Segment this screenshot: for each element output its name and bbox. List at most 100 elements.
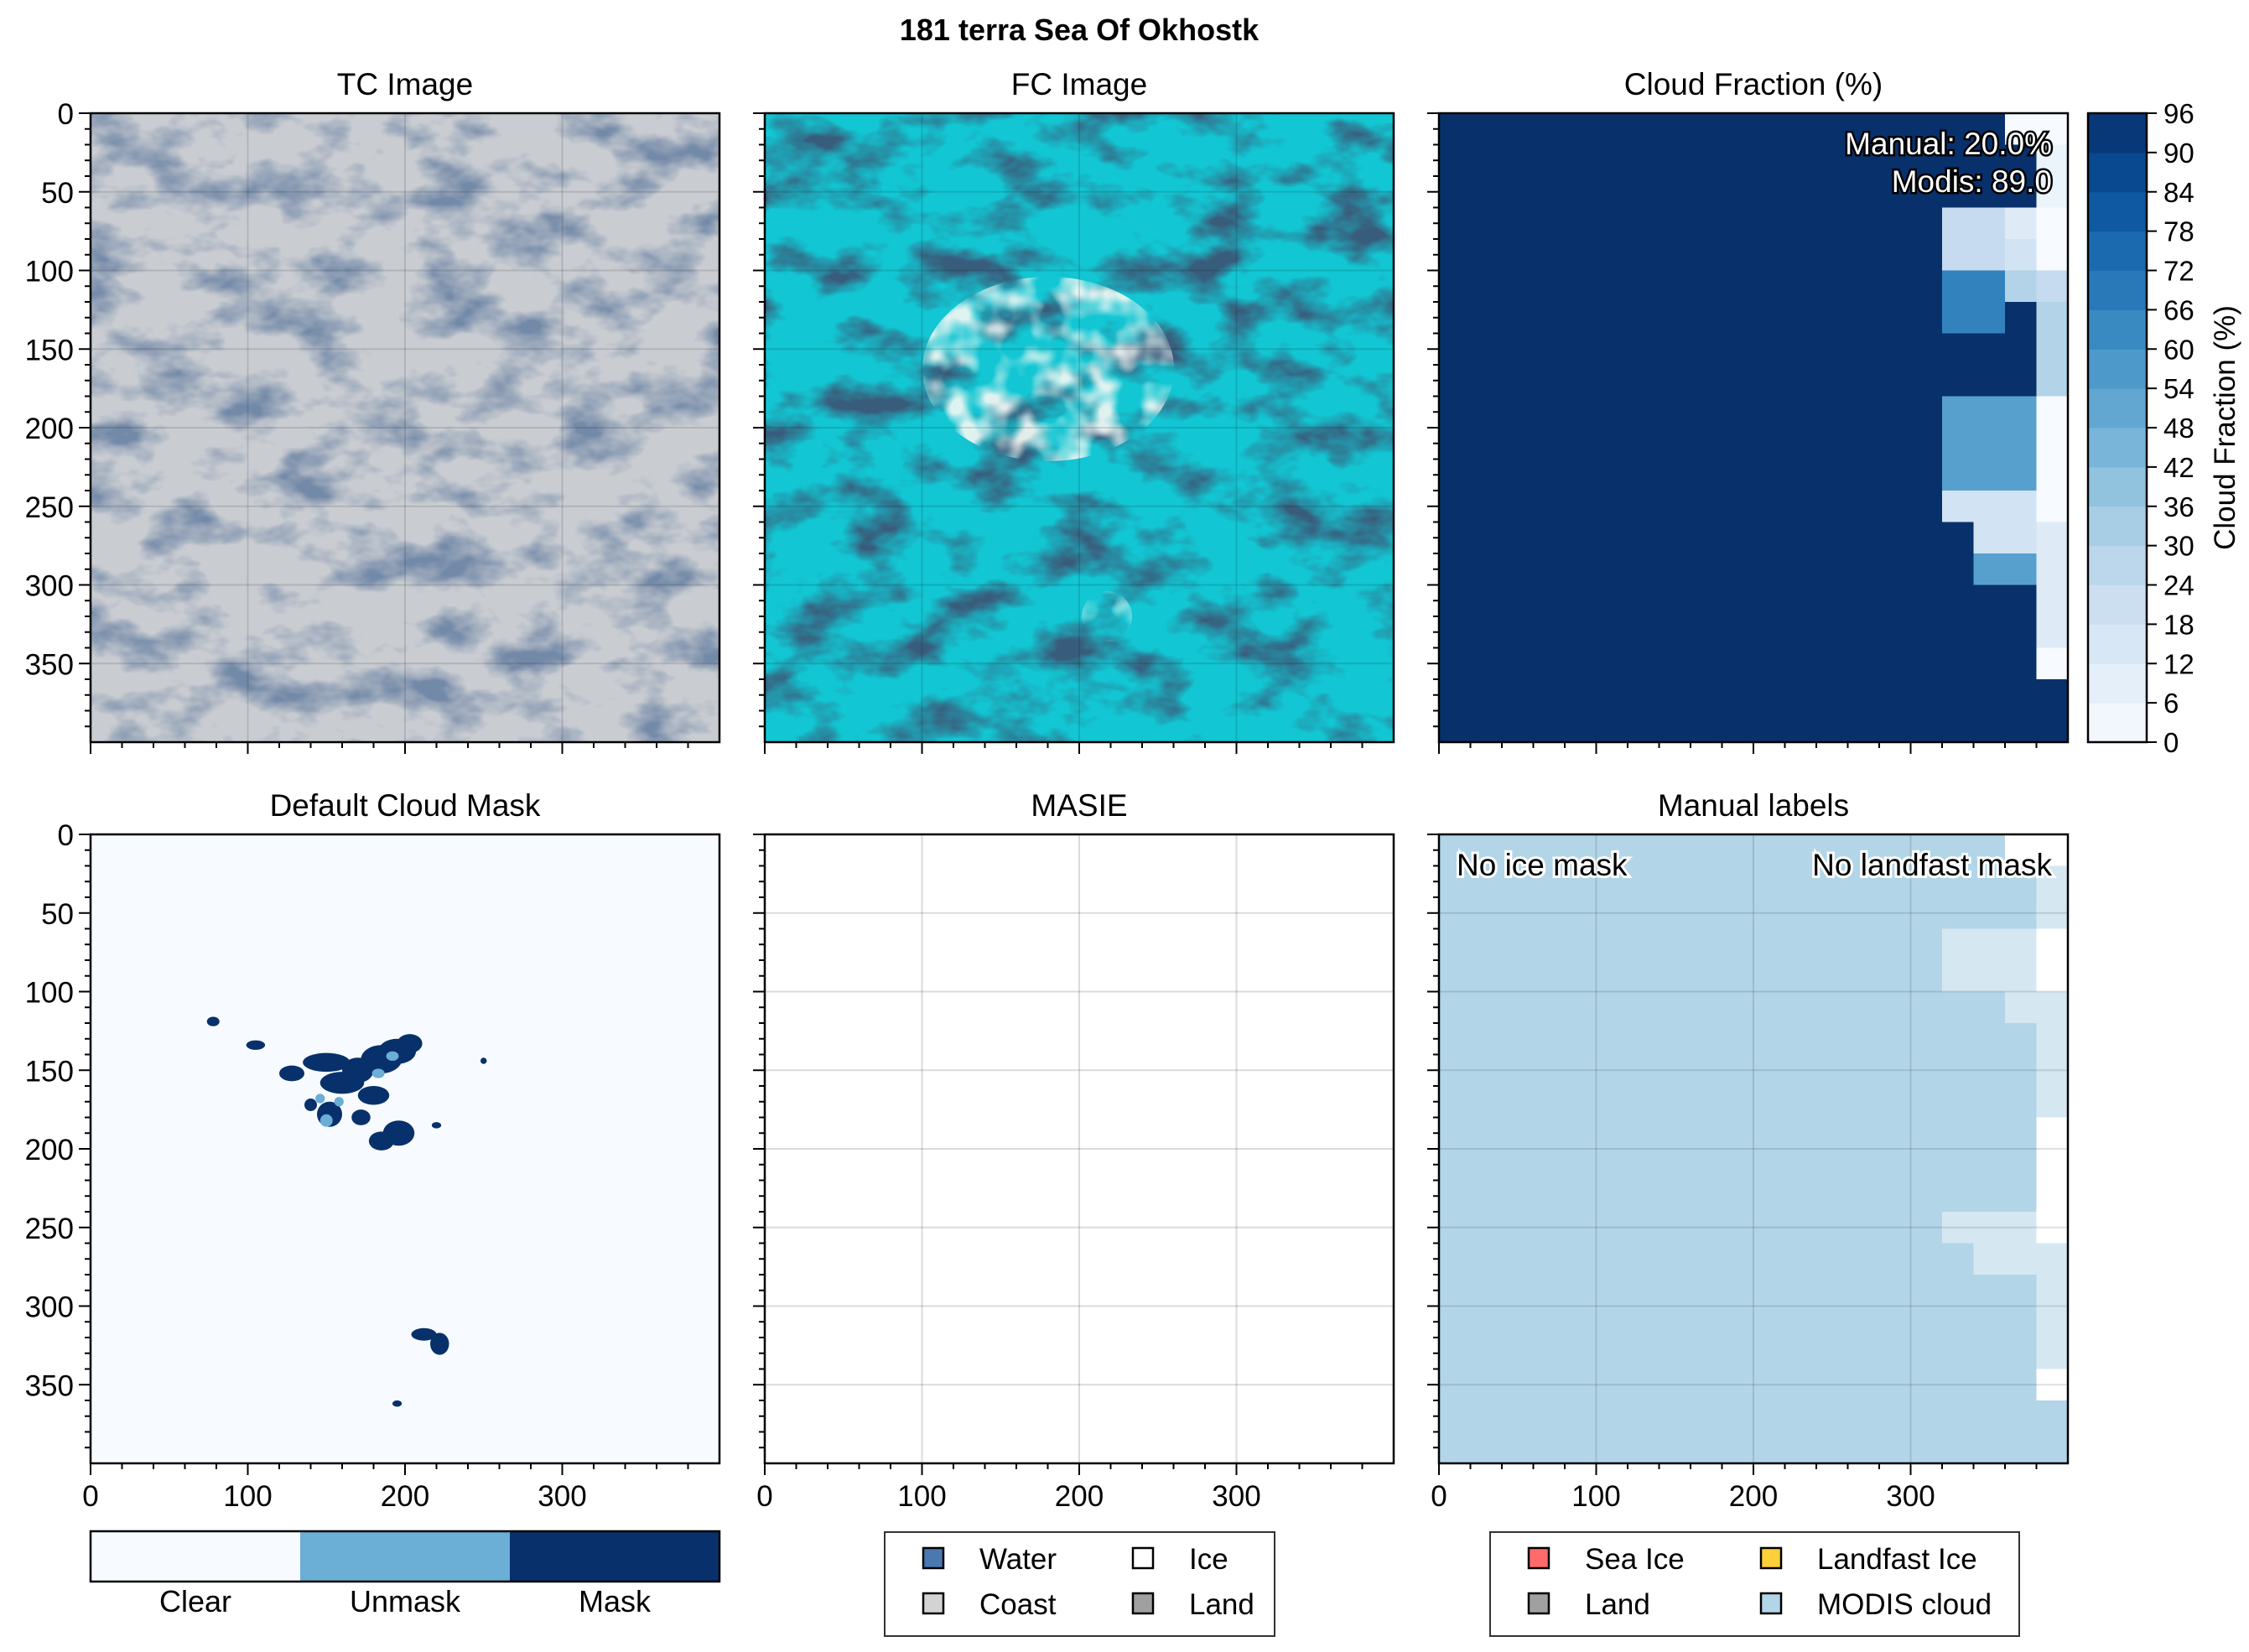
axes-layer: 0 50 100 150 200 250 300 350 0 50 100 150 200 250 300 3… bbox=[25, 98, 2070, 1513]
cloud-mask-title: Default Cloud Mask bbox=[270, 788, 541, 823]
cf-cell-13 bbox=[1973, 522, 2037, 553]
fc-image-cloud-highlight bbox=[765, 113, 1394, 742]
masie-background bbox=[765, 834, 1394, 1463]
fc-title: FC Image bbox=[1011, 67, 1147, 101]
manual-cell-7 bbox=[2005, 991, 2037, 1023]
cf-title: Cloud Fraction (%) bbox=[1624, 67, 1883, 101]
legend-swatch-ice bbox=[1131, 1546, 1155, 1570]
manual-modis-cloud-area bbox=[1439, 834, 2068, 1463]
cloud-mask-colorbar bbox=[89, 1530, 721, 1583]
mask-ytick-label-4: 200 bbox=[25, 1134, 74, 1166]
manual-legend-frame bbox=[1489, 1531, 2020, 1637]
mask-colorbar-frame bbox=[89, 1530, 721, 1583]
masie-title: MASIE bbox=[1031, 788, 1127, 823]
mask-blob-19 bbox=[392, 1400, 403, 1407]
cf-annotation-modis: Modis: 89.0 bbox=[1892, 164, 2052, 199]
manual-cell-5 bbox=[2036, 928, 2068, 992]
cloud-fraction-colorbar: 0 6 12 18 24 30 36 42 48 54 60 66 72 78 84 90 96 bbox=[2086, 98, 2194, 758]
mask-blob-24 bbox=[334, 1097, 344, 1107]
fc-image bbox=[765, 113, 1394, 742]
colorbar-tick-label-10: 60 bbox=[2163, 334, 2194, 365]
colorbar-segment-4 bbox=[2088, 545, 2147, 585]
legend-label-land-manual: Land bbox=[1585, 1588, 1650, 1621]
mask-blob-3 bbox=[303, 1052, 351, 1073]
mask-colorbar-label-mask: Mask bbox=[579, 1584, 652, 1618]
masie-xtick-label-3: 300 bbox=[1212, 1480, 1260, 1513]
cloud-mask-map bbox=[91, 834, 719, 1463]
tc-image bbox=[91, 113, 719, 742]
tc-ytick-label-2: 100 bbox=[25, 256, 74, 288]
colorbar-tick-label-14: 84 bbox=[2163, 177, 2194, 208]
colorbar-segment-6 bbox=[2088, 466, 2147, 507]
mask-colorbar-segment-1 bbox=[300, 1531, 510, 1582]
mask-blob-1 bbox=[246, 1040, 266, 1050]
cf-cell-2 bbox=[2005, 207, 2037, 239]
colorbar-segment-10 bbox=[2088, 309, 2147, 350]
legend-swatch-water bbox=[922, 1546, 945, 1570]
mask-ytick-label-0: 0 bbox=[58, 819, 74, 852]
colorbar-tick-label-8: 48 bbox=[2163, 413, 2194, 444]
legend-label-coast: Coast bbox=[979, 1588, 1057, 1621]
colorbar-tick-label-0: 0 bbox=[2163, 727, 2179, 758]
colorbar-segment-9 bbox=[2088, 349, 2147, 389]
manual-cell-0 bbox=[2005, 834, 2068, 866]
cf-cell-11 bbox=[1942, 396, 2037, 491]
colorbar-segment-14 bbox=[2088, 152, 2147, 193]
mask-blob-8 bbox=[397, 1034, 423, 1053]
mask-clear-area bbox=[91, 834, 719, 1463]
mask-colorbar-label-unmask: Unmask bbox=[350, 1584, 461, 1618]
mask-blob-2 bbox=[279, 1065, 304, 1082]
mask-blob-23 bbox=[315, 1094, 325, 1104]
manual-no-ice-text: No ice mask bbox=[1457, 848, 1628, 882]
manual-cell-10 bbox=[2036, 1117, 2068, 1244]
colorbar-segment-11 bbox=[2088, 270, 2147, 310]
cf-cell-8 bbox=[1942, 270, 2005, 334]
cf-cell-16 bbox=[2036, 647, 2068, 679]
mask-blob-14 bbox=[368, 1131, 394, 1151]
legend-swatch-landfast-ice bbox=[1759, 1546, 1783, 1570]
mask-blob-12 bbox=[351, 1109, 371, 1125]
manual-labels-map bbox=[1439, 834, 2068, 1463]
legend-swatch-land bbox=[1131, 1592, 1155, 1615]
legend-swatch-modis-cloud bbox=[1759, 1592, 1783, 1615]
legend-label-modis-cloud: MODIS cloud bbox=[1817, 1588, 1992, 1621]
colorbar-segment-8 bbox=[2088, 388, 2147, 429]
mask-blob-17 bbox=[411, 1327, 437, 1341]
legend-label-water: Water bbox=[979, 1543, 1057, 1576]
cf-cell-10 bbox=[2036, 396, 2068, 522]
tc-ytick-label-7: 350 bbox=[25, 648, 74, 681]
cf-cell-9 bbox=[2036, 302, 2068, 397]
tc-ytick-label-6: 300 bbox=[25, 570, 74, 603]
colorbar-tick-label-4: 24 bbox=[2163, 570, 2194, 601]
cf-cell-3 bbox=[1942, 207, 2005, 271]
mask-blob-22 bbox=[386, 1051, 399, 1061]
colorbar-tick-label-16: 96 bbox=[2163, 98, 2194, 129]
manual-cell-12 bbox=[1942, 1212, 2037, 1244]
cf-cell-0 bbox=[2005, 113, 2068, 145]
colorbar-tick-label-6: 36 bbox=[2163, 491, 2194, 522]
tc-ytick-label-0: 0 bbox=[58, 98, 74, 131]
cf-cell-15 bbox=[2036, 522, 2068, 648]
mask-ytick-label-5: 250 bbox=[25, 1213, 74, 1245]
tc-image-texture bbox=[91, 113, 719, 742]
cf-cell-6 bbox=[2036, 270, 2068, 302]
manual-cell-3 bbox=[1942, 928, 2005, 992]
tc-ytick-label-1: 50 bbox=[41, 177, 74, 210]
masie-xtick-label-2: 200 bbox=[1055, 1480, 1104, 1513]
manual-cell-4 bbox=[2005, 960, 2037, 992]
legend-label-landfast-ice: Landfast Ice bbox=[1817, 1543, 1977, 1576]
colorbar-segment-5 bbox=[2088, 506, 2147, 547]
mask-xtick-label-2: 200 bbox=[381, 1480, 429, 1513]
colorbar-segment-13 bbox=[2088, 191, 2147, 232]
mask-blob-15 bbox=[431, 1122, 442, 1129]
cf-cell-4 bbox=[2005, 239, 2037, 271]
mask-ytick-label-2: 100 bbox=[25, 977, 74, 1010]
masie-legend: Water Ice Coast Land bbox=[884, 1531, 1275, 1637]
legend-swatch-coast bbox=[922, 1592, 945, 1615]
mask-ytick-label-7: 350 bbox=[25, 1369, 74, 1402]
mask-xtick-label-1: 100 bbox=[223, 1480, 272, 1513]
tc-ytick-label-4: 200 bbox=[25, 413, 74, 445]
mask-blob-0 bbox=[206, 1016, 220, 1026]
manual-xtick-label-0: 0 bbox=[1431, 1480, 1447, 1513]
